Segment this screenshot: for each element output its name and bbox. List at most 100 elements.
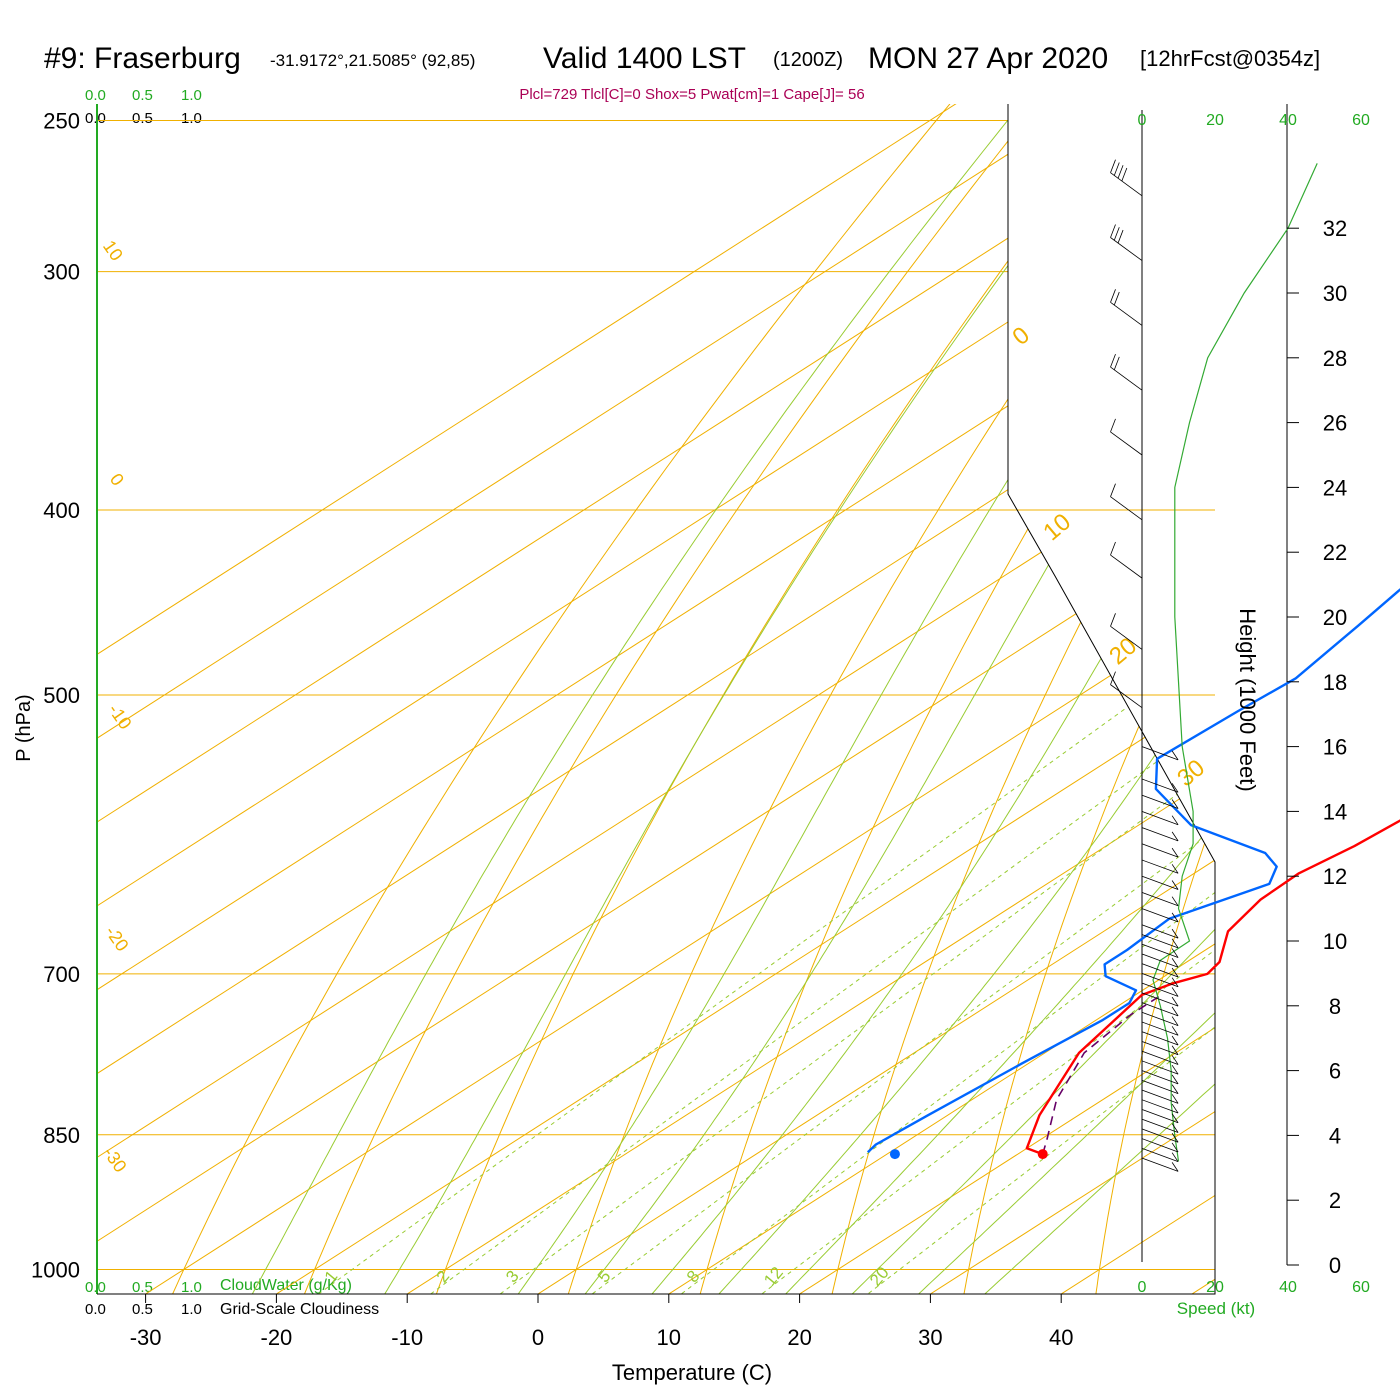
- cloudiness-tick: 0.5: [132, 1301, 153, 1318]
- cloudwater-tick: 1.0: [181, 87, 202, 104]
- wind-barb-feather: [1171, 958, 1179, 968]
- forecast-label: [12hrFcst@0354z]: [1140, 46, 1320, 71]
- dry-adiabat-line: [560, 104, 1215, 1294]
- speed-tick-label: 40: [1279, 112, 1297, 129]
- sounding-indices: Plcl=729 Tlcl[C]=0 Shox=5 Pwat[cm]=1 Cap…: [519, 86, 864, 103]
- wind-barb: [1141, 992, 1179, 1007]
- wind-barb-feather: [1121, 167, 1128, 182]
- mixing-ratio-lines: [285, 509, 1215, 1294]
- wind-barb-feather: [1171, 1006, 1179, 1017]
- y-tick-label: 700: [43, 962, 80, 987]
- wind-barb: [1141, 1109, 1179, 1124]
- wind-barb-feather: [1171, 1113, 1179, 1124]
- wind-barb-feather: [1171, 1162, 1179, 1172]
- wind-barb: [1141, 1031, 1179, 1046]
- cloudiness-tick: 1.0: [181, 110, 202, 127]
- mixing-ratio-line: [285, 509, 1215, 1294]
- wind-barb-feather: [1171, 1152, 1179, 1162]
- wind-barb: [1141, 1079, 1179, 1094]
- mixing-ratio-label: 12: [760, 1263, 787, 1290]
- wind-barb-feather: [1171, 799, 1179, 809]
- cloudiness-tick: 0.0: [85, 110, 106, 127]
- wind-barb: [1141, 943, 1179, 958]
- speed-tick-label: 0: [1138, 1279, 1147, 1296]
- isotherm-line: [97, 104, 1215, 1294]
- height-tick-label: 10: [1323, 929, 1347, 954]
- wind-barb: [1110, 431, 1143, 456]
- isobar-lines: [97, 120, 1215, 1271]
- wind-barb: [1141, 963, 1179, 978]
- wind-barb: [1110, 496, 1143, 521]
- dry-adiabat-line: [1359, 87, 1400, 1318]
- isotherm-line: [97, 104, 1215, 1294]
- height-tick-label: 16: [1323, 735, 1347, 760]
- moist-adiabat-line: [238, 104, 1036, 1294]
- wind-barb: [1110, 366, 1143, 391]
- wind-barb-feather: [1171, 783, 1179, 793]
- wind-barb-feather: [1171, 1026, 1179, 1036]
- wind-barb: [1110, 684, 1143, 709]
- dry-adiabat-line: [161, 104, 965, 1294]
- mixing-ratio-line: [560, 509, 1215, 1294]
- wind-barb-feather: [1110, 671, 1116, 685]
- height-tick-label: 24: [1323, 475, 1347, 500]
- wind-barb: [1110, 237, 1143, 261]
- wind-barb-feather: [1171, 815, 1179, 825]
- wind-barb: [1110, 301, 1143, 326]
- moist-adiabat-line: [958, 104, 1215, 1294]
- temperature-trace: [1025, 819, 1400, 1156]
- isotherm-line: [1154, 104, 1215, 1294]
- wind-barb: [1141, 843, 1179, 858]
- height-tick-label: 28: [1323, 346, 1347, 371]
- x-tick-label: 40: [1049, 1325, 1073, 1350]
- wind-barb-feather: [1171, 847, 1179, 858]
- wind-barb-feather: [1171, 750, 1179, 761]
- plot-frame: [96, 104, 1288, 1295]
- wind-barb-feather: [1171, 912, 1179, 923]
- surface-dewpoint-dot: [889, 1149, 900, 1160]
- cloudwater-tick: 0.0: [85, 1279, 106, 1296]
- wind-barb-feather: [1171, 1074, 1179, 1085]
- moist-adiabat-line: [369, 104, 1143, 1294]
- dry-adiabat-label: -10: [104, 700, 135, 733]
- dry-adiabat-label: -30: [99, 1143, 130, 1176]
- isotherm-line: [631, 104, 1215, 1294]
- axis-ticks: -30 -20 -10 0 10 20 30 402503004005007008501000…: [31, 109, 1370, 1350]
- x-tick-label: 20: [787, 1325, 811, 1350]
- height-tick-label: 20: [1323, 605, 1347, 630]
- x-axis-label: Temperature (C): [612, 1360, 772, 1385]
- wind-barb-feather: [1171, 1103, 1179, 1114]
- height-tick-label: 12: [1323, 864, 1347, 889]
- dry-adiabat-lines: [161, 87, 1400, 1318]
- dry-adiabat-line: [294, 104, 1052, 1294]
- dry-adiabat-label: 0: [1007, 322, 1035, 351]
- wind-barb: [1141, 1138, 1179, 1153]
- isotherm-line: [97, 104, 1215, 1294]
- wind-barb-feather: [1171, 967, 1179, 978]
- isotherm-line: [893, 104, 1215, 1294]
- moist-adiabat-lines: [238, 104, 1215, 1294]
- x-tick-label: -10: [391, 1325, 423, 1350]
- wind-barb: [1141, 794, 1179, 809]
- isotherm-line: [500, 104, 1215, 1294]
- speed-tick-label: 0: [1138, 112, 1147, 129]
- dry-adiabat-label: -20: [101, 922, 132, 955]
- valid-date: MON 27 Apr 2020: [868, 42, 1108, 75]
- cloud-scale-top: 0.0 0.5 1.0 0.0 0.5 1.0: [85, 87, 202, 127]
- wind-barb: [1141, 1147, 1179, 1163]
- wind-barb: [1141, 1021, 1179, 1036]
- dry-adiabat-label: 20: [1104, 632, 1142, 670]
- wind-barb: [1141, 908, 1179, 923]
- wind-barb-feather: [1171, 1035, 1179, 1046]
- mixing-ratio-line: [467, 509, 1215, 1294]
- isotherm-line: [97, 104, 1114, 1294]
- wind-barb: [1141, 982, 1179, 997]
- cloudiness-tick: 0.0: [85, 1301, 106, 1318]
- dry-adiabat-label: 0: [106, 470, 128, 490]
- wind-barb-feather: [1110, 541, 1116, 556]
- wind-barb: [1110, 554, 1143, 579]
- dry-adiabat-label: 10: [99, 237, 127, 265]
- isotherm-line: [97, 104, 983, 1294]
